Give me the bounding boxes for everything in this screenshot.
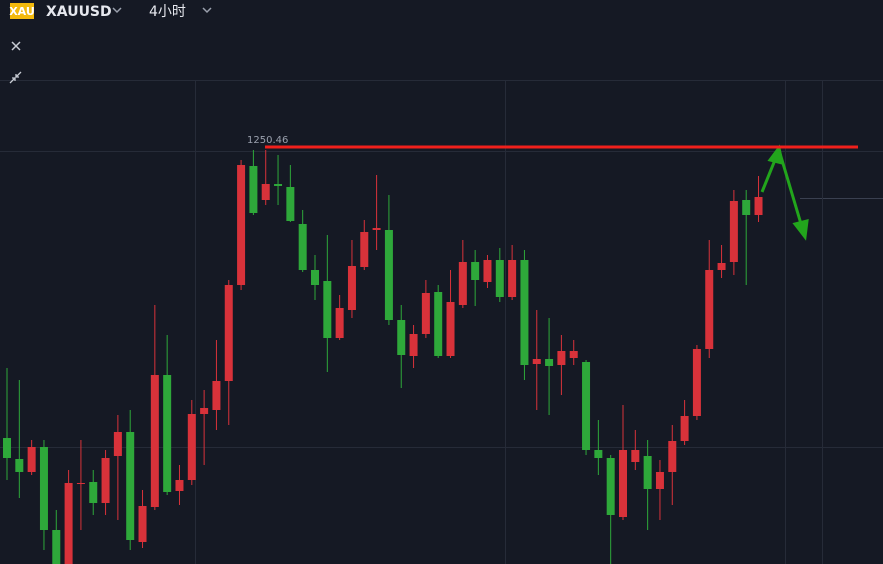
candle-body bbox=[717, 263, 726, 270]
candle-body bbox=[261, 184, 270, 200]
candle-body bbox=[187, 414, 196, 480]
candle-body bbox=[606, 458, 615, 515]
candle-body bbox=[39, 447, 48, 530]
candle-body bbox=[212, 381, 221, 410]
candle-body bbox=[311, 270, 319, 285]
chevron[interactable] bbox=[202, 7, 212, 14]
candle-body bbox=[3, 438, 11, 458]
candle-body bbox=[360, 232, 369, 267]
candle-body bbox=[619, 450, 627, 517]
candle-body bbox=[742, 200, 751, 215]
close-icon[interactable] bbox=[11, 41, 21, 51]
arrow-annotation bbox=[760, 144, 809, 241]
candle-body bbox=[705, 270, 714, 349]
candle-body bbox=[458, 262, 467, 305]
candle-body bbox=[347, 266, 356, 310]
arrow-head bbox=[767, 144, 784, 166]
candle-body bbox=[508, 260, 517, 297]
candle-body bbox=[483, 260, 492, 282]
candle-body bbox=[175, 480, 184, 491]
candle-body bbox=[249, 166, 258, 213]
candle-body bbox=[655, 472, 664, 489]
icon-text: XAU bbox=[9, 5, 35, 18]
candle-body bbox=[335, 308, 344, 338]
candle-body bbox=[15, 459, 24, 472]
candle-body bbox=[286, 187, 295, 221]
candle-body bbox=[520, 260, 529, 365]
candle-body bbox=[101, 458, 110, 503]
candle-body bbox=[409, 334, 418, 356]
candle-body bbox=[274, 184, 283, 186]
collapse-icon[interactable] bbox=[9, 71, 22, 84]
candle-body bbox=[680, 416, 689, 441]
chevron[interactable] bbox=[112, 7, 122, 14]
candle-body bbox=[532, 359, 541, 364]
candle-body bbox=[495, 260, 504, 297]
candle-body bbox=[729, 201, 738, 262]
candle-body bbox=[446, 302, 455, 356]
candle-body bbox=[298, 224, 307, 270]
symbol-icon bbox=[10, 3, 34, 19]
candles bbox=[3, 150, 763, 564]
candle-body bbox=[384, 230, 393, 320]
line-label: 1250.46 bbox=[247, 135, 288, 146]
candle-body bbox=[421, 293, 430, 334]
candle-body bbox=[76, 483, 85, 484]
candle-body bbox=[754, 197, 763, 215]
candle-body bbox=[224, 285, 233, 381]
grid bbox=[0, 80, 883, 564]
candle-body bbox=[545, 359, 554, 366]
candle-body bbox=[397, 320, 406, 355]
candle-body bbox=[471, 262, 480, 280]
candle-body bbox=[27, 447, 36, 472]
candle-body bbox=[138, 506, 147, 542]
candle-body bbox=[372, 228, 381, 230]
candle-body bbox=[582, 362, 591, 450]
candle-body bbox=[569, 351, 578, 358]
candle-body bbox=[692, 349, 701, 416]
candle-body bbox=[323, 281, 332, 338]
candle-body bbox=[150, 375, 159, 507]
candle-body bbox=[113, 432, 122, 456]
candle-body bbox=[52, 530, 61, 564]
candle-body bbox=[668, 441, 677, 472]
interval[interactable]: 4小时 bbox=[149, 4, 186, 20]
header: XAU XAUUSD 4小时 bbox=[9, 3, 212, 84]
candle-body bbox=[89, 482, 98, 503]
candle-body bbox=[557, 351, 566, 365]
candle-body bbox=[163, 375, 172, 492]
candle-body bbox=[64, 483, 73, 564]
candle-body bbox=[631, 450, 640, 462]
candle-body bbox=[434, 292, 443, 356]
candle-body bbox=[200, 408, 209, 414]
candle-body bbox=[594, 450, 603, 458]
candle-body bbox=[643, 456, 652, 489]
arrow-head bbox=[792, 219, 809, 241]
candle-body bbox=[237, 165, 246, 285]
symbol[interactable]: XAUUSD bbox=[46, 4, 112, 20]
candle-body bbox=[126, 432, 135, 540]
